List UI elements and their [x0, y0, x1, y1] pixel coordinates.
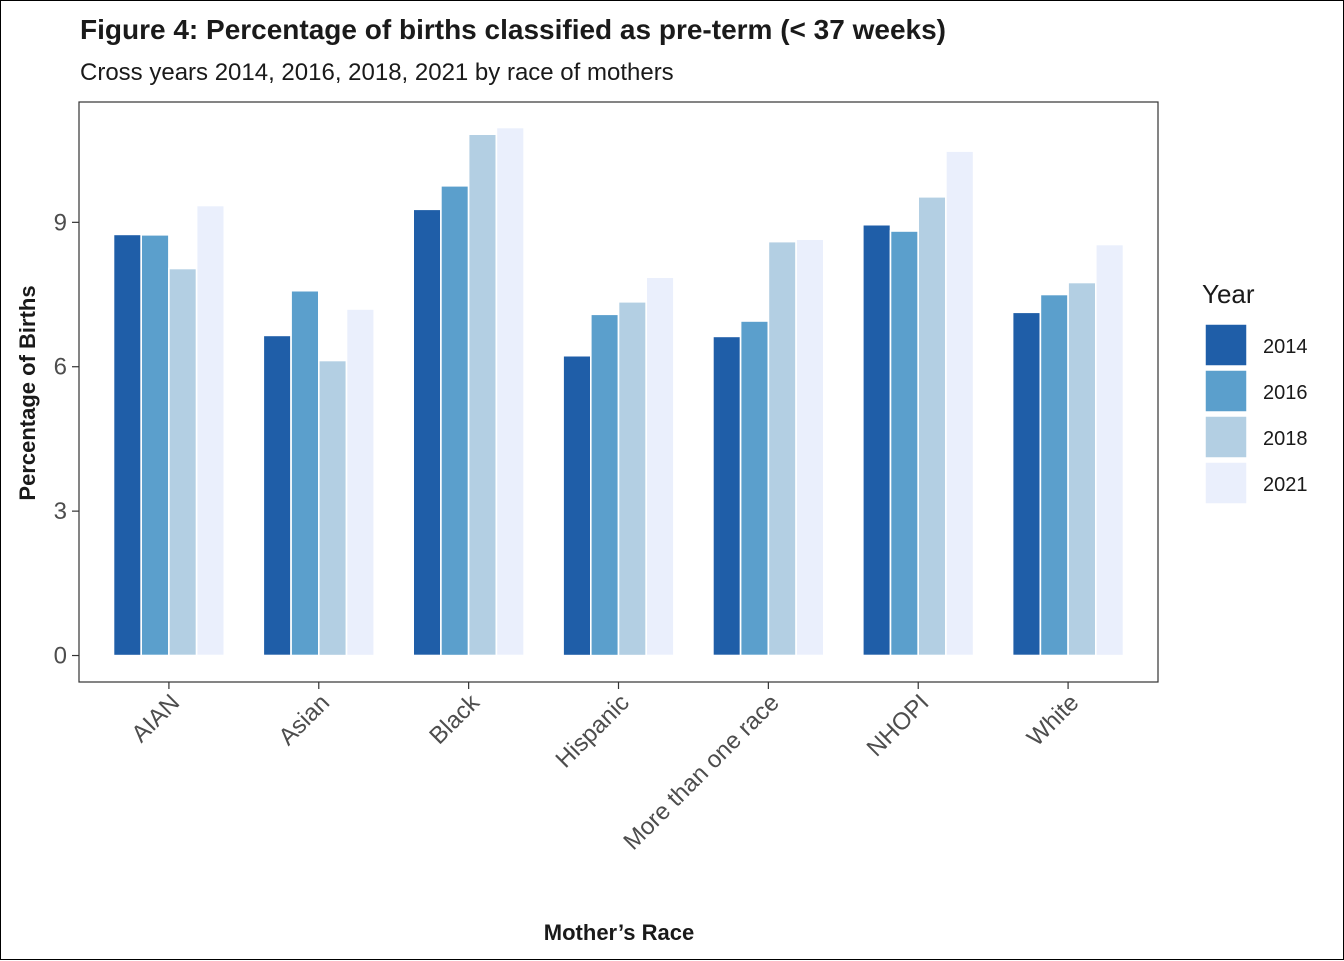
- bar-white-2018: [1067, 281, 1097, 657]
- x-tick-label: More than one race: [618, 689, 784, 855]
- legend-key-2018: [1204, 415, 1248, 459]
- legend: Year 2014 2016 2018 2021: [1202, 279, 1308, 505]
- bar-aian-2018: [168, 267, 198, 657]
- x-tick-label: Asian: [273, 689, 335, 751]
- y-tick-label: 0: [54, 643, 67, 670]
- bars-group: [112, 126, 1125, 657]
- bar-nhopi-2018: [917, 196, 947, 657]
- x-axis-title: Mother’s Race: [544, 920, 694, 945]
- legend-label-2014: 2014: [1263, 336, 1308, 358]
- chart-title: Figure 4: Percentage of births classifie…: [80, 14, 946, 45]
- chart-subtitle: Cross years 2014, 2016, 2018, 2021 by ra…: [80, 59, 674, 86]
- y-tick-label: 3: [54, 498, 67, 525]
- bar-more-than-one-race-2016: [739, 320, 770, 657]
- legend-label-2021: 2021: [1263, 474, 1308, 496]
- x-tick-label: Black: [424, 688, 485, 749]
- bar-hispanic-2021: [645, 276, 675, 657]
- legend-label-2016: 2016: [1263, 382, 1308, 404]
- bar-aian-2021: [195, 204, 226, 657]
- legend-key-2014: [1204, 323, 1248, 367]
- bar-black-2016: [440, 185, 470, 657]
- legend-key-2016: [1204, 369, 1248, 413]
- bar-nhopi-2014: [861, 223, 892, 657]
- bar-white-2014: [1011, 311, 1042, 657]
- bar-nhopi-2016: [889, 230, 920, 657]
- y-tick-label: 9: [54, 209, 67, 236]
- bar-white-2016: [1039, 293, 1069, 657]
- x-tick-label: White: [1022, 689, 1084, 751]
- bar-asian-2018: [317, 359, 348, 657]
- bar-asian-2014: [262, 334, 292, 657]
- bar-more-than-one-race-2018: [767, 240, 797, 657]
- y-axis: 0 3 6 9: [54, 209, 79, 670]
- bar-hispanic-2016: [589, 313, 620, 657]
- legend-title: Year: [1202, 279, 1255, 309]
- bar-black-2014: [412, 208, 442, 657]
- bar-more-than-one-race-2014: [712, 335, 742, 657]
- bar-black-2021: [495, 126, 525, 657]
- bar-aian-2014: [112, 233, 143, 657]
- bar-hispanic-2014: [562, 354, 592, 657]
- bar-nhopi-2021: [945, 150, 975, 657]
- legend-label-2018: 2018: [1263, 428, 1308, 450]
- legend-key-2021: [1204, 461, 1248, 505]
- x-tick-label: Hispanic: [551, 689, 635, 773]
- x-tick-label: NHOPI: [862, 689, 935, 762]
- bar-hispanic-2018: [617, 300, 648, 657]
- bar-more-than-one-race-2021: [795, 238, 825, 657]
- bar-black-2018: [467, 133, 498, 657]
- x-tick-label: AIAN: [126, 689, 185, 748]
- bar-asian-2021: [345, 308, 376, 657]
- y-tick-label: 6: [54, 354, 67, 381]
- bar-aian-2016: [140, 234, 170, 657]
- y-axis-title: Percentage of Births: [15, 285, 40, 500]
- bar-white-2021: [1095, 243, 1125, 657]
- bar-asian-2016: [290, 289, 320, 657]
